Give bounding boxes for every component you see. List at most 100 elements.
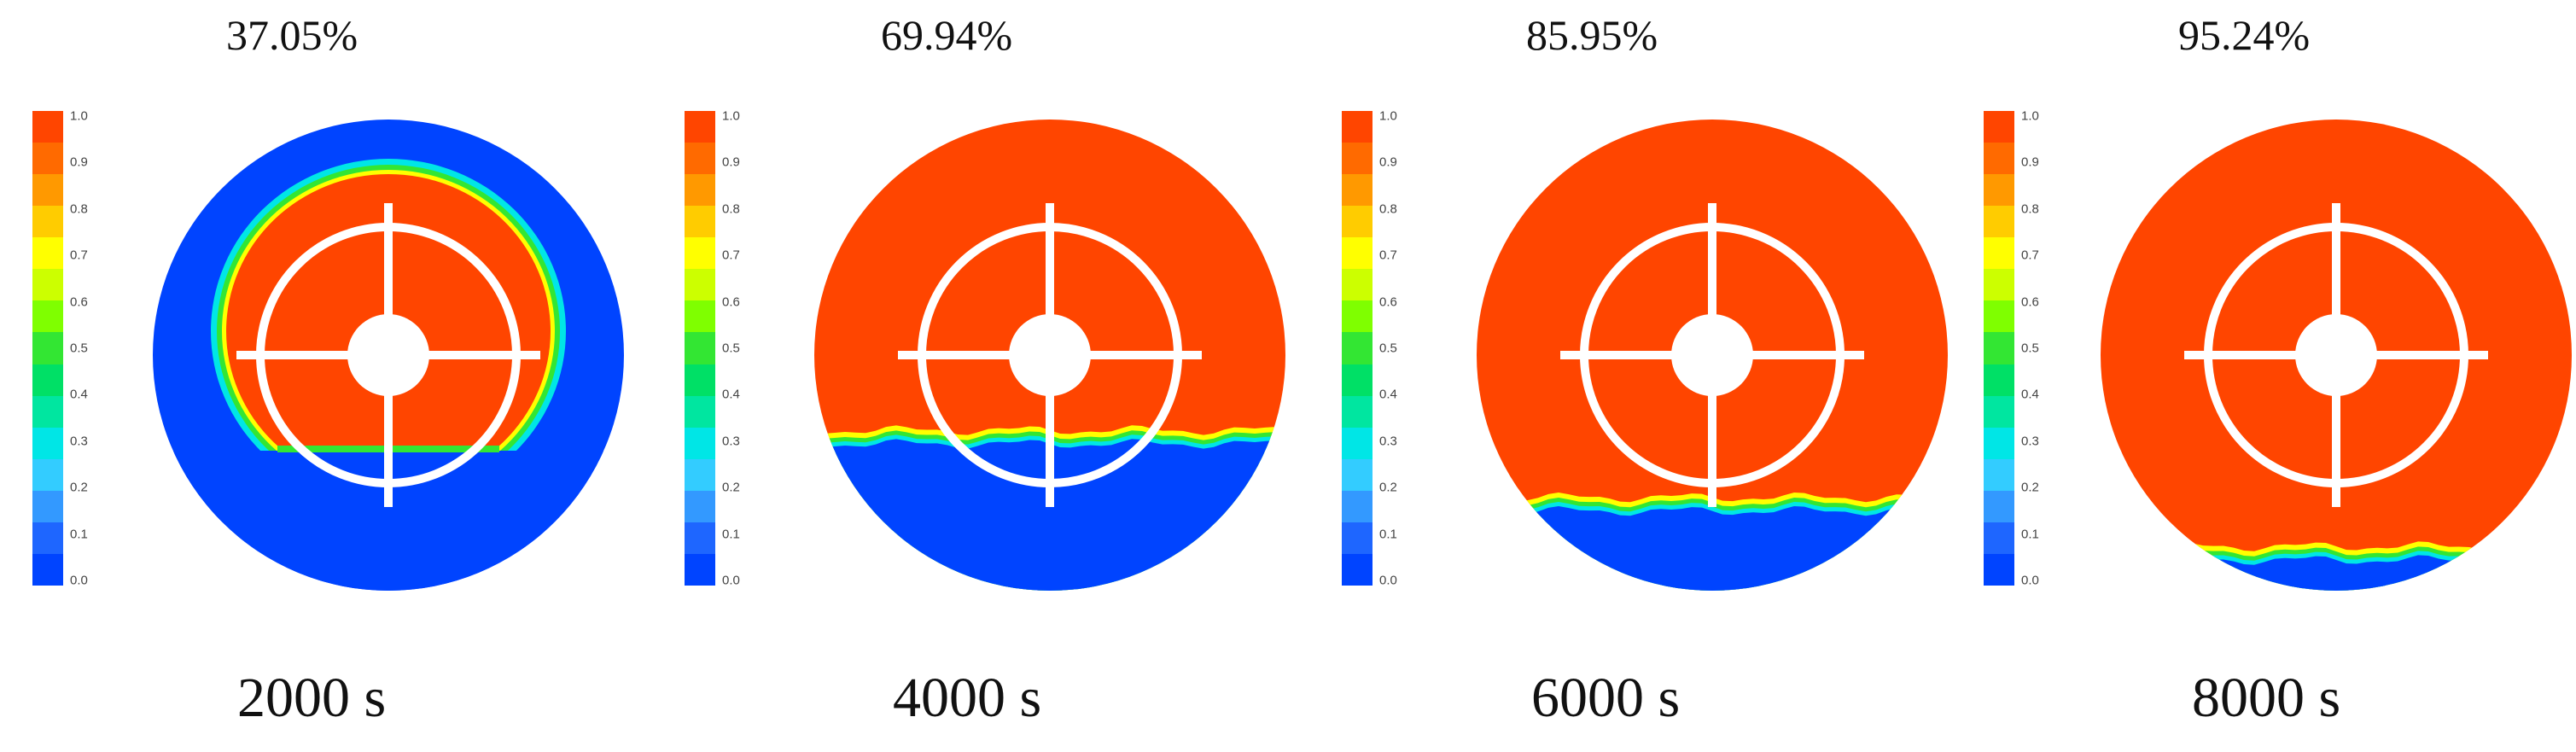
colorbar-tick-label: 0.2: [1379, 480, 1397, 495]
colorbar-tick-label: 1.0: [722, 108, 740, 124]
colorbar-tick-label: 0.2: [722, 480, 740, 495]
colorbar-segment: [685, 364, 715, 396]
colorbar-tick-label: 0.6: [722, 294, 740, 310]
colorbar-segment: [1984, 427, 2014, 459]
contour-disk: [814, 120, 1285, 591]
fill-percent-label: 95.24%: [2178, 11, 2311, 59]
colorbar-segment: [32, 490, 63, 522]
center-hole: [1009, 314, 1091, 396]
colorbar-segment: [1984, 458, 2014, 491]
colorbar-tick-label: 0.4: [722, 387, 740, 402]
colorbar-segment: [685, 237, 715, 270]
contour-panel-3: 85.95% 1.0 0.9 0.8 0.7 0.6 0.5 0.4 0.3 0.2 0.1 0.0…: [1304, 0, 1948, 752]
colorbar-tick-label: 0.9: [2021, 154, 2039, 170]
center-hole: [1671, 314, 1753, 396]
time-label: 4000 s: [893, 667, 1042, 729]
colorbar: [32, 111, 63, 586]
colorbar-tick-label: 0.7: [1379, 248, 1397, 263]
colorbar-segment: [685, 458, 715, 491]
colorbar-segment: [1342, 427, 1373, 459]
colorbar-segment: [32, 395, 63, 428]
fill-percent-label: 37.05%: [226, 11, 358, 59]
colorbar-tick-label: 0.7: [70, 248, 88, 263]
colorbar-ticks: 1.0 0.9 0.8 0.7 0.6 0.5 0.4 0.3 0.2 0.1 0.0: [1379, 108, 1431, 588]
colorbar-tick-label: 0.1: [70, 527, 88, 542]
contour-panel-4: 95.24% 1.0 0.9 0.8 0.7 0.6 0.5 0.4 0.3 0.2 0.1 0.0…: [1931, 0, 2574, 752]
colorbar-segment: [1984, 553, 2014, 586]
colorbar-tick-label: 0.3: [722, 434, 740, 449]
colorbar-tick-label: 0.5: [1379, 341, 1397, 356]
colorbar-segment: [1984, 237, 2014, 270]
empty-region: [1477, 505, 1948, 591]
colorbar-segment: [685, 206, 715, 238]
colorbar-tick-label: 0.9: [722, 154, 740, 170]
colorbar-tick-label: 1.0: [70, 108, 88, 124]
colorbar-segment: [32, 553, 63, 586]
colorbar-tick-label: 1.0: [1379, 108, 1397, 124]
colorbar-segment: [1342, 174, 1373, 207]
colorbar: [685, 111, 715, 586]
colorbar-segment: [32, 143, 63, 175]
colorbar-tick-label: 0.8: [70, 201, 88, 217]
colorbar-tick-label: 0.5: [2021, 341, 2039, 356]
colorbar-segment: [1342, 237, 1373, 270]
colorbar-tick-label: 0.1: [2021, 527, 2039, 542]
fill-percent-label: 69.94%: [881, 11, 1013, 59]
colorbar-tick-label: 0.0: [1379, 573, 1397, 588]
contour-disk: [2101, 120, 2572, 591]
colorbar: [1984, 111, 2014, 586]
colorbar-tick-label: 0.8: [1379, 201, 1397, 217]
colorbar-tick-label: 0.5: [722, 341, 740, 356]
colorbar-tick-label: 1.0: [2021, 108, 2039, 124]
colorbar-segment: [685, 427, 715, 459]
colorbar-tick-label: 0.3: [1379, 434, 1397, 449]
colorbar-segment: [1984, 174, 2014, 207]
colorbar-segment: [685, 553, 715, 586]
colorbar-segment: [32, 300, 63, 333]
colorbar-segment: [32, 111, 63, 143]
colorbar-segment: [685, 395, 715, 428]
center-hole: [2295, 314, 2377, 396]
colorbar-tick-label: 0.6: [1379, 294, 1397, 310]
colorbar-tick-label: 0.1: [722, 527, 740, 542]
colorbar-segment: [1984, 300, 2014, 333]
colorbar-segment: [1984, 490, 2014, 522]
time-label: 8000 s: [2192, 667, 2341, 729]
colorbar-segment: [1342, 364, 1373, 396]
colorbar-segment: [1984, 111, 2014, 143]
colorbar-segment: [32, 332, 63, 364]
colorbar-tick-label: 0.1: [1379, 527, 1397, 542]
center-hole: [347, 314, 429, 396]
colorbar-tick-label: 0.4: [2021, 387, 2039, 402]
empty-region: [814, 439, 1285, 591]
colorbar-tick-label: 0.7: [722, 248, 740, 263]
colorbar-segment: [1342, 206, 1373, 238]
colorbar-tick-label: 0.5: [70, 341, 88, 356]
colorbar-segment: [685, 111, 715, 143]
contour-disk: [1477, 120, 1948, 591]
colorbar-segment: [685, 332, 715, 364]
contour-panel-1: 37.05% 1.0 0.9 0.8 0.7 0.6 0.5 0.4 0.3 0.2 0.1 0.0…: [0, 0, 644, 752]
colorbar-ticks: 1.0 0.9 0.8 0.7 0.6 0.5 0.4 0.3 0.2 0.1 0.0: [722, 108, 773, 588]
colorbar-segment: [32, 174, 63, 207]
colorbar-segment: [685, 490, 715, 522]
colorbar-ticks: 1.0 0.9 0.8 0.7 0.6 0.5 0.4 0.3 0.2 0.1 0.0: [2021, 108, 2072, 588]
colorbar-tick-label: 0.0: [722, 573, 740, 588]
colorbar-segment: [32, 522, 63, 554]
colorbar-segment: [1984, 269, 2014, 301]
colorbar-tick-label: 0.7: [2021, 248, 2039, 263]
colorbar: [1342, 111, 1373, 586]
colorbar-tick-label: 0.6: [70, 294, 88, 310]
colorbar-segment: [1342, 522, 1373, 554]
colorbar-segment: [32, 364, 63, 396]
colorbar-tick-label: 0.9: [1379, 154, 1397, 170]
colorbar-tick-label: 0.4: [1379, 387, 1397, 402]
colorbar-segment: [685, 269, 715, 301]
colorbar-tick-label: 0.9: [70, 154, 88, 170]
colorbar-segment: [32, 427, 63, 459]
colorbar-segment: [1342, 490, 1373, 522]
colorbar-segment: [1342, 553, 1373, 586]
colorbar-segment: [32, 206, 63, 238]
contour-panel-2: 69.94% 1.0 0.9 0.8 0.7 0.6 0.5 0.4 0.3 0.2 0.1 0.0…: [652, 0, 1296, 752]
colorbar-segment: [685, 522, 715, 554]
